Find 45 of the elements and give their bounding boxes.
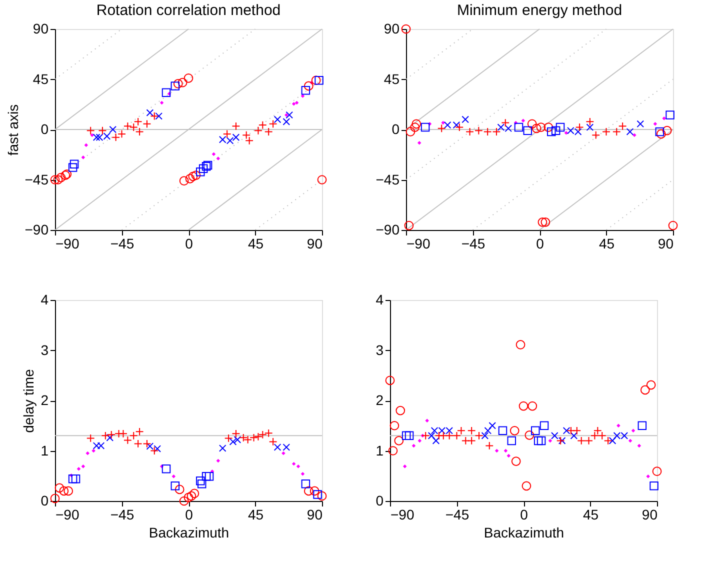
chart-title: Minimum energy method — [456, 2, 622, 19]
y-tick-label: 4 — [376, 292, 384, 308]
y-tick-label: 0 — [376, 492, 384, 508]
x-tick-label: −90 — [56, 506, 80, 522]
y-axis-title: delay time — [20, 368, 37, 433]
y-tick-label: −45 — [376, 171, 400, 188]
y-tick-label: 0 — [40, 492, 49, 508]
y-tick-label: 0 — [40, 121, 49, 137]
y-tick-label: 1 — [376, 442, 384, 458]
x-tick-label: 90 — [642, 506, 658, 522]
x-tick-label: 45 — [248, 236, 264, 252]
x-tick-label: 0 — [185, 236, 194, 252]
x-tick-label: 45 — [582, 506, 599, 522]
y-tick-label: 0 — [392, 121, 400, 137]
x-axis-title: Backazimuth — [484, 524, 564, 540]
x-tick-label: −45 — [110, 236, 134, 252]
x-tick-label: −90 — [56, 236, 80, 252]
x-tick-label: 0 — [520, 506, 528, 522]
x-tick-label: 90 — [306, 236, 323, 252]
chart-title: Rotation correlation method — [96, 2, 281, 19]
x-tick-label: 0 — [536, 236, 544, 252]
y-tick-label: 2 — [40, 392, 49, 408]
x-tick-label: −45 — [110, 506, 134, 522]
x-tick-label: 45 — [248, 506, 264, 522]
y-tick-label: 4 — [40, 292, 49, 308]
x-tick-label: 45 — [598, 236, 615, 252]
y-tick-label: 90 — [32, 20, 49, 36]
y-tick-label: 90 — [384, 20, 400, 36]
y-tick-label: 1 — [40, 442, 49, 458]
x-tick-label: −45 — [461, 236, 486, 252]
y-tick-label: 45 — [384, 70, 400, 87]
y-tick-label: 45 — [32, 70, 49, 87]
x-tick-label: 0 — [185, 506, 194, 522]
x-axis-title: Backazimuth — [148, 524, 230, 540]
y-tick-label: 3 — [40, 342, 49, 358]
y-tick-label: 3 — [376, 342, 384, 358]
x-tick-label: 90 — [306, 506, 323, 522]
y-axis-title: fast axis — [4, 104, 21, 156]
x-tick-label: −90 — [406, 236, 430, 252]
y-tick-label: 2 — [376, 392, 384, 408]
x-tick-label: −45 — [445, 506, 470, 522]
y-tick-label: −90 — [376, 222, 400, 238]
y-tick-label: −45 — [24, 171, 49, 188]
x-tick-label: 90 — [658, 236, 674, 252]
y-tick-label: −90 — [24, 222, 49, 238]
